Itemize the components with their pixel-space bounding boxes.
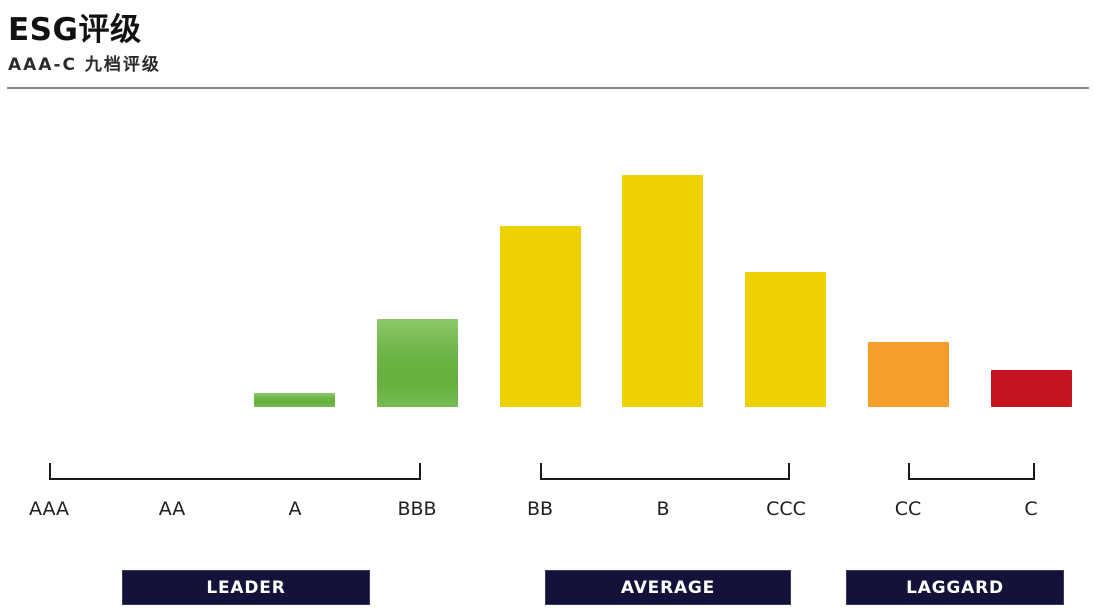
group-badge-leader: LEADER [122,570,370,605]
bar-BBB [377,319,458,407]
group-bracket-leader [49,463,421,480]
page-subtitle: AAA-C 九档评级 [8,55,161,75]
tier-label-BBB: BBB [397,498,437,520]
group-bracket-average [540,463,790,480]
bar-A [254,393,335,407]
tier-label-AAA: AAA [28,498,70,520]
group-badge-laggard-label: LAGGARD [906,577,1004,598]
tier-label-AA: AA [158,498,186,520]
page-title: ESG评级 [8,12,142,48]
group-bracket-laggard [908,463,1035,480]
bar-CC [868,342,949,407]
group-badge-laggard: LAGGARD [846,570,1064,605]
tier-label-BB: BB [526,498,554,520]
tier-label-A: A [288,498,302,520]
tier-label-B: B [656,498,670,520]
bar-CCC [745,272,826,407]
group-badge-leader-label: LEADER [206,577,286,598]
bar-BB [500,226,581,407]
tier-label-CC: CC [894,498,922,520]
group-badge-average-label: AVERAGE [620,577,716,598]
bar-B [622,175,703,407]
tier-label-C: C [1024,498,1038,520]
bar-C [991,370,1072,407]
header-divider [7,87,1089,89]
tier-label-CCC: CCC [766,498,806,520]
group-badge-average: AVERAGE [545,570,791,605]
